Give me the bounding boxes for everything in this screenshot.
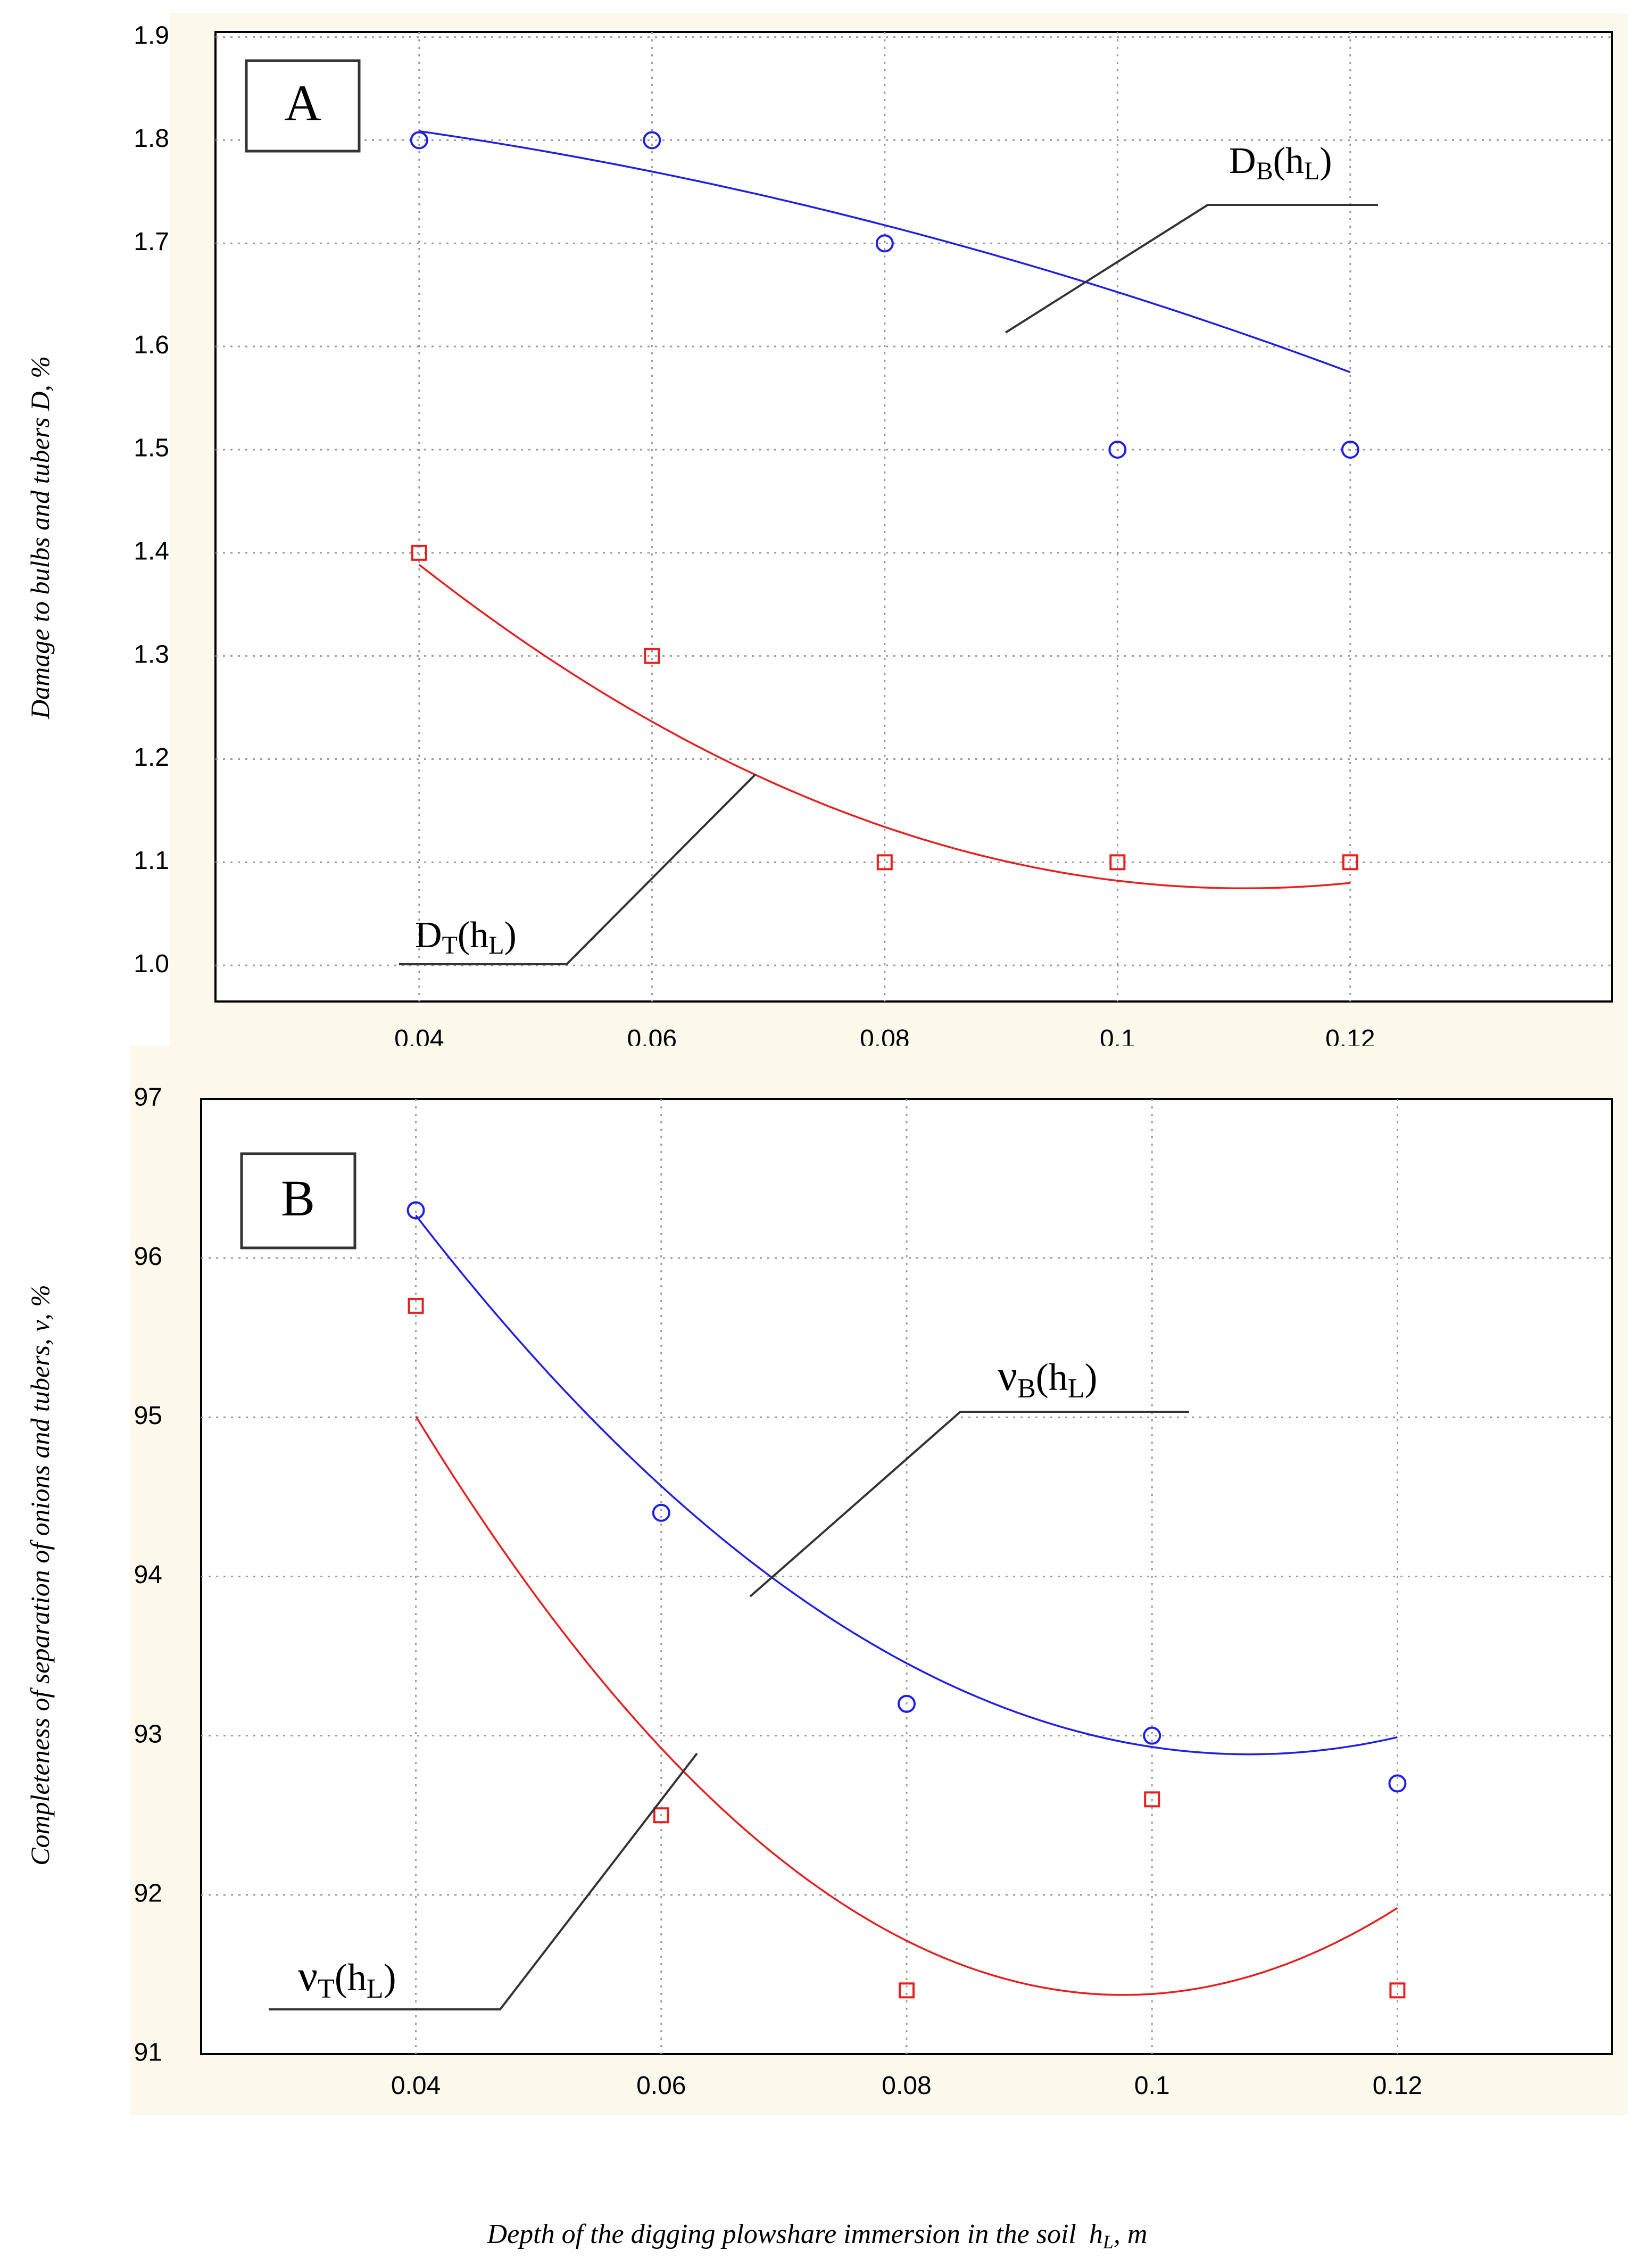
leader-line-nub xyxy=(749,1411,1189,1597)
chart-b-fit-line-red xyxy=(415,1416,1398,1996)
chart-a-point-red xyxy=(411,544,427,561)
chart-a-point-blue xyxy=(643,131,661,150)
chart-a-fit-line-blue xyxy=(419,130,1351,374)
chart-a-panel-label: A xyxy=(245,59,361,153)
chart-a-point-blue xyxy=(1108,441,1127,459)
chart-a-points xyxy=(410,131,1359,871)
leader-line-db xyxy=(1005,204,1378,334)
chart-b-point-blue xyxy=(406,1201,425,1220)
chart-b-point-blue xyxy=(652,1503,670,1522)
chart-b-panel-label: B xyxy=(240,1152,356,1249)
chart-b-y-tick-label: 96 xyxy=(134,1243,162,1271)
chart-b-point-red xyxy=(1144,1791,1160,1808)
chart-a: 1.01.11.21.31.41.51.61.71.81.9 0.04 0.06 0… xyxy=(25,13,1628,1070)
panel-a-letter: A xyxy=(284,75,321,131)
chart-b-point-blue xyxy=(1143,1726,1161,1745)
chart-a-y-tick-label: 1.8 xyxy=(134,125,169,153)
chart-a-fit-line-red xyxy=(418,564,1350,890)
chart-b-x-tick-label: 0.08 xyxy=(882,2072,931,2100)
chart-b-y-tick-label: 91 xyxy=(134,2039,162,2067)
chart-b-y-tick-label: 97 xyxy=(134,1083,162,1112)
chart-b-gridlines xyxy=(201,1099,1612,2054)
chart-a-point-red xyxy=(644,648,660,664)
chart-b-y-tick-label: 92 xyxy=(134,1880,162,1908)
chart-a-fit-lines xyxy=(418,130,1351,890)
chart-a-point-red xyxy=(1342,854,1358,871)
leader-line-dt xyxy=(399,773,757,965)
annotation-nub: νB(hL) xyxy=(749,1351,1189,1597)
annotation-db-label: DB(hL) xyxy=(1229,140,1332,185)
annotation-dt-label: DT(hL) xyxy=(415,915,517,959)
chart-b-point-red xyxy=(899,1982,915,1999)
chart-a-y-ticks: 1.0 1.1 1.2 1.3 1.4 1.5 1.6 1.7 1.8 1.9 xyxy=(134,21,169,978)
chart-a-point-blue xyxy=(410,131,428,150)
chart-b-point-red xyxy=(653,1807,669,1824)
chart-a-point-red xyxy=(876,854,893,871)
annotation-db: DB(hL) xyxy=(1005,140,1378,334)
chart-b: 91 92 93 94 95 96 97 0.04 0.06 0.08 0.1 0.12 Compl… xyxy=(25,1046,1628,2115)
chart-b-fit-line-blue xyxy=(415,1214,1398,1756)
chart-b-point-red xyxy=(408,1297,424,1314)
chart-a-plot-area xyxy=(214,31,1613,1003)
chart-a-y-tick-label: 1.0 xyxy=(134,950,169,978)
chart-a-point-blue xyxy=(875,234,894,253)
chart-b-x-ticks: 0.04 0.06 0.08 0.1 0.12 xyxy=(391,2072,1422,2100)
x-axis-label: Depth of the digging plowshare immersion… xyxy=(487,2219,1148,2253)
panel-b-box xyxy=(240,1152,356,1249)
chart-b-y-axis-label: Completeness of separation of onions and… xyxy=(25,1285,55,1866)
chart-b-x-tick-label: 0.04 xyxy=(391,2072,441,2100)
chart-b-x-tick-label: 0.12 xyxy=(1373,2072,1422,2100)
panel-a-box xyxy=(245,59,361,153)
panel-b-letter: B xyxy=(281,1170,315,1227)
chart-b-y-tick-label: 94 xyxy=(134,1561,162,1589)
chart-a-y-tick-label: 1.2 xyxy=(134,743,169,772)
leader-line-nut xyxy=(269,1752,698,2010)
chart-a-y-tick-label: 1.5 xyxy=(134,434,169,462)
chart-a-y-axis-label: Damage to bulbs and tubers D, % xyxy=(25,356,55,719)
chart-b-fit-lines xyxy=(415,1214,1398,1996)
annotation-dt: DT(hL) xyxy=(399,773,757,965)
chart-b-x-tick-label: 0.06 xyxy=(636,2072,686,2100)
chart-b-points xyxy=(406,1201,1407,1999)
chart-b-y-tick-label: 93 xyxy=(134,1720,162,1748)
chart-b-y-tick-label: 95 xyxy=(134,1402,162,1430)
chart-b-y-ticks: 91 92 93 94 95 96 97 xyxy=(134,1083,162,2067)
annotation-nut: νT(hL) xyxy=(269,1752,698,2010)
chart-a-y-tick-label: 1.9 xyxy=(134,21,169,49)
chart-b-point-blue xyxy=(898,1694,916,1713)
chart-a-y-tick-label: 1.1 xyxy=(134,847,169,875)
chart-a-gridlines xyxy=(215,32,1612,1001)
chart-b-point-red xyxy=(1389,1982,1406,1999)
chart-a-y-tick-label: 1.7 xyxy=(134,228,169,256)
annotation-nub-label: νB(hL) xyxy=(998,1351,1098,1404)
chart-a-point-blue xyxy=(1341,441,1359,459)
chart-b-point-blue xyxy=(1388,1774,1407,1793)
chart-b-x-tick-label: 0.1 xyxy=(1134,2072,1170,2100)
chart-a-y-tick-label: 1.3 xyxy=(134,640,169,668)
chart-a-point-red xyxy=(1109,854,1126,871)
chart-a-y-tick-label: 1.6 xyxy=(134,331,169,359)
annotation-nut-label: νT(hL) xyxy=(298,1951,396,2004)
chart-a-y-tick-label: 1.4 xyxy=(134,537,169,566)
